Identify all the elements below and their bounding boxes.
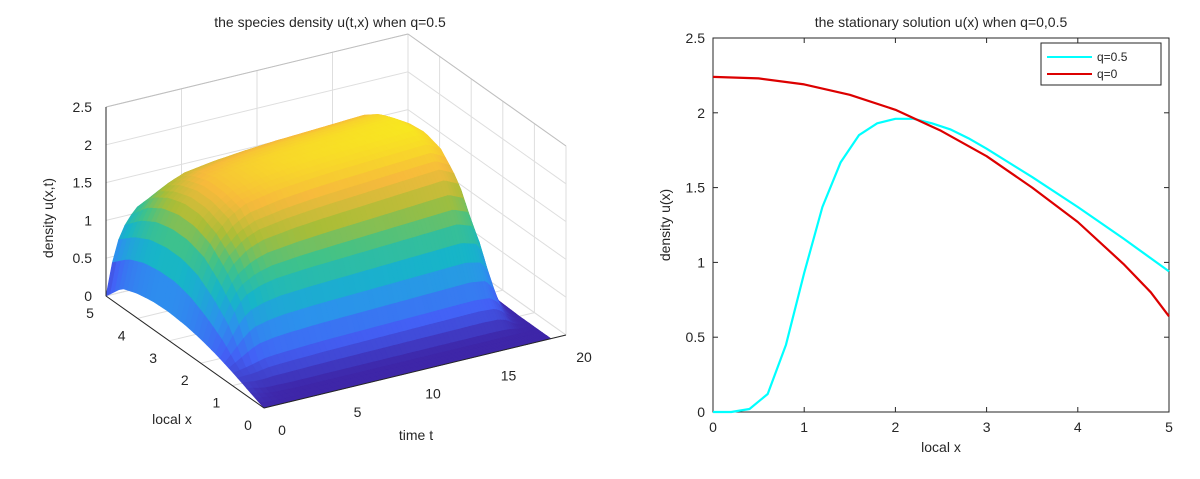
surface-box-edge [105,33,409,108]
surface-t-tick-label: 0 [278,422,286,438]
surface-mesh [105,114,552,409]
surface-z-tick-label: 1.5 [73,175,93,191]
line-chart: the stationary solution u(x) when q=0,0.… [657,14,1173,455]
legend-label-q05: q=0.5 [1097,50,1128,64]
surface-x-tick-label: 4 [118,327,126,343]
surface-x-axis-label: time t [399,427,433,443]
surface-chart-title: the species density u(t,x) when q=0.5 [214,14,446,30]
surface-z-tick-label: 1 [84,212,92,228]
surface-gridline [407,109,567,223]
line-chart-series [712,75,1170,414]
surface-z-tick-label: 0.5 [73,250,93,266]
surface-y-axis-label: local x [152,411,192,427]
surface-x-tick-label: 3 [149,350,157,366]
surface-z-tick-label: 2 [84,137,92,153]
y-tick-label: 1 [697,254,705,270]
surface-t-tick-label: 5 [354,404,362,420]
x-tick-label: 3 [983,419,991,435]
x-tick-label: 0 [709,419,717,435]
surface-axes [105,107,567,409]
series-line-q05 [713,117,1170,414]
x-tick-label: 1 [800,419,808,435]
surface-gridline [407,71,567,185]
line-chart-axes-box [712,37,1170,413]
legend-box [1040,42,1162,86]
surface-t-tick-label: 10 [425,386,441,402]
surface-x-tick-label: 1 [213,395,221,411]
surface-t-axis [263,334,567,409]
x-tick-label: 4 [1074,419,1082,435]
surface-t-tick-label: 15 [501,367,517,383]
line-chart-legend: q=0.5 q=0 [1040,42,1162,86]
line-chart-y-axis-label: density u(x) [657,189,673,261]
line-chart-x-axis-label: local x [921,439,961,455]
series-line-q0 [712,75,1170,317]
surface-z-axis-label: density u(x,t) [40,178,56,258]
line-chart-title: the stationary solution u(x) when q=0,0.… [815,14,1068,30]
surface-x-tick-label: 2 [181,372,189,388]
x-tick-label: 2 [892,419,900,435]
surface-chart: the species density u(t,x) when q=0.5 05… [40,14,592,443]
surface-x-axis [105,295,265,409]
line-chart-ticks: 0 1 2 3 4 5 0 0.5 1 1.5 2 2.5 [686,30,1174,435]
legend-label-q0: q=0 [1097,67,1118,81]
surface-z-tick-label: 2.5 [73,99,93,115]
surface-z-tick-label: 0 [84,288,92,304]
surface-x-tick-label: 0 [244,417,252,433]
surface-x-tick-label: 5 [86,305,94,321]
x-tick-label: 5 [1165,419,1173,435]
surface-box-edge [407,33,567,147]
y-tick-label: 2 [697,105,705,121]
y-tick-label: 2.5 [686,30,706,46]
surface-t-tick-label: 20 [576,349,592,365]
y-tick-label: 0 [697,404,705,420]
y-tick-label: 1.5 [686,180,706,196]
y-tick-label: 0.5 [686,329,706,345]
